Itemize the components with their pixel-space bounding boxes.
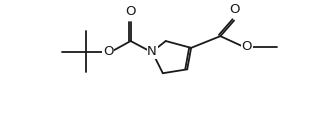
Text: O: O	[241, 40, 252, 53]
Text: O: O	[229, 3, 239, 16]
Text: O: O	[125, 5, 136, 18]
Text: N: N	[147, 45, 157, 58]
Text: O: O	[103, 45, 114, 58]
